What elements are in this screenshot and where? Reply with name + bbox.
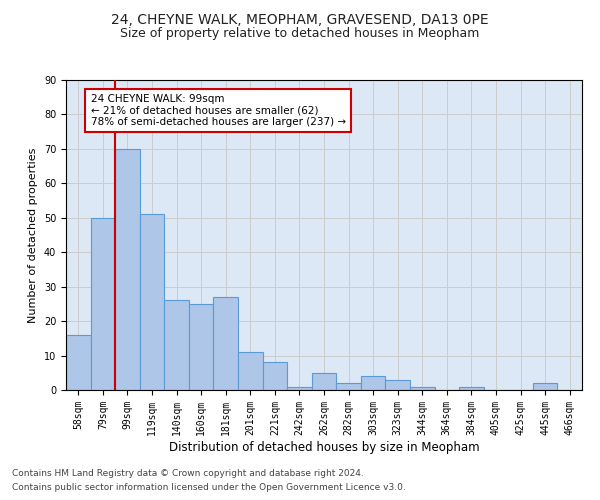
Bar: [164, 300, 189, 390]
Bar: [287, 386, 312, 390]
Text: Contains public sector information licensed under the Open Government Licence v3: Contains public sector information licen…: [12, 484, 406, 492]
Bar: [263, 362, 287, 390]
Bar: [459, 386, 484, 390]
Bar: [238, 352, 263, 390]
Bar: [410, 386, 434, 390]
Text: Contains HM Land Registry data © Crown copyright and database right 2024.: Contains HM Land Registry data © Crown c…: [12, 468, 364, 477]
Bar: [312, 373, 336, 390]
Bar: [214, 297, 238, 390]
Bar: [385, 380, 410, 390]
Text: 24, CHEYNE WALK, MEOPHAM, GRAVESEND, DA13 0PE: 24, CHEYNE WALK, MEOPHAM, GRAVESEND, DA1…: [111, 12, 489, 26]
X-axis label: Distribution of detached houses by size in Meopham: Distribution of detached houses by size …: [169, 440, 479, 454]
Bar: [115, 149, 140, 390]
Bar: [336, 383, 361, 390]
Bar: [140, 214, 164, 390]
Bar: [66, 335, 91, 390]
Text: 24 CHEYNE WALK: 99sqm
← 21% of detached houses are smaller (62)
78% of semi-deta: 24 CHEYNE WALK: 99sqm ← 21% of detached …: [91, 94, 346, 127]
Bar: [91, 218, 115, 390]
Text: Size of property relative to detached houses in Meopham: Size of property relative to detached ho…: [121, 28, 479, 40]
Y-axis label: Number of detached properties: Number of detached properties: [28, 148, 38, 322]
Bar: [189, 304, 214, 390]
Bar: [533, 383, 557, 390]
Bar: [361, 376, 385, 390]
